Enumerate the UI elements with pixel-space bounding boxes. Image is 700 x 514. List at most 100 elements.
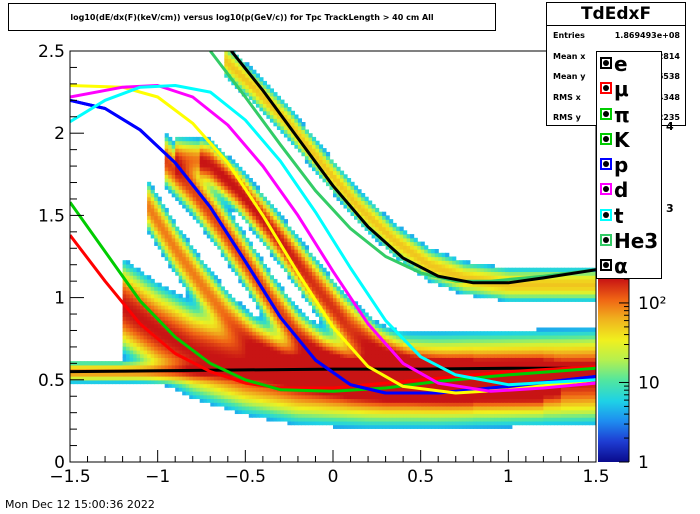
heatmap-cell <box>343 346 348 351</box>
heatmap-cell <box>434 364 439 370</box>
heatmap-cell <box>140 305 145 310</box>
heatmap-cell <box>301 312 306 317</box>
heatmap-cell <box>171 170 176 175</box>
heatmap-cell <box>241 200 246 205</box>
heatmap-cell <box>182 275 187 280</box>
heatmap-cell <box>312 327 317 332</box>
heatmap-cell <box>371 353 376 358</box>
heatmap-cell <box>434 342 439 347</box>
heatmap-cell <box>290 357 296 362</box>
heatmap-cell <box>319 357 324 362</box>
heatmap-cell <box>189 305 194 310</box>
heatmap-cell <box>241 327 246 332</box>
heatmap-cell <box>259 320 264 325</box>
heatmap-cell <box>210 290 215 295</box>
heatmap-cell <box>213 391 218 396</box>
heatmap-cell <box>255 361 261 366</box>
heatmap-cell <box>238 394 243 400</box>
heatmap-cell <box>455 364 460 370</box>
heatmap-cell <box>171 331 176 336</box>
heatmap-cell <box>361 327 366 332</box>
heatmap-cell <box>276 256 282 261</box>
heatmap-cell <box>276 379 282 385</box>
heatmap-cell <box>382 353 387 358</box>
heatmap-cell <box>245 327 250 332</box>
heatmap-cell <box>199 159 204 164</box>
heatmap-cell <box>466 357 471 362</box>
heatmap-cell <box>98 372 103 377</box>
heatmap-cell <box>276 406 282 411</box>
heatmap-cell <box>424 275 429 280</box>
heatmap-cell <box>403 230 408 235</box>
heatmap-cell <box>252 335 257 340</box>
heatmap-cell <box>171 249 176 254</box>
heatmap-cell <box>220 204 225 209</box>
heatmap-cell <box>168 316 173 321</box>
heatmap-cell <box>336 402 341 407</box>
heatmap-cell <box>347 308 352 314</box>
heatmap-cell <box>175 357 180 362</box>
heatmap-cell <box>347 178 352 183</box>
heatmap-cell <box>136 346 141 351</box>
heatmap-cell <box>238 170 243 175</box>
heatmap-cell <box>445 417 450 422</box>
heatmap-cell <box>322 267 327 273</box>
heatmap-cell <box>259 323 264 329</box>
heatmap-cell <box>189 207 194 213</box>
heatmap-cell <box>483 394 488 400</box>
heatmap-cell <box>466 290 471 295</box>
heatmap-cell <box>364 413 369 418</box>
heatmap-cell <box>483 383 488 388</box>
heatmap-cell <box>455 260 460 265</box>
heatmap-cell <box>340 406 345 411</box>
heatmap-cell <box>248 338 253 344</box>
heatmap-cell <box>122 316 127 321</box>
heatmap-cell <box>185 387 190 392</box>
heatmap-cell <box>220 159 225 164</box>
heatmap-cell <box>462 338 467 344</box>
heatmap-cell <box>248 406 253 411</box>
heatmap-cell <box>105 379 110 385</box>
heatmap-cell <box>210 185 215 190</box>
heatmap-cell <box>361 211 366 217</box>
heatmap-cell <box>224 394 229 400</box>
heatmap-cell <box>382 364 387 370</box>
heatmap-cell <box>364 379 369 385</box>
heatmap-cell <box>413 413 418 418</box>
heatmap-cell <box>217 185 222 190</box>
heatmap-cell <box>364 204 369 209</box>
heatmap-cell <box>238 189 243 194</box>
heatmap-cell <box>273 297 278 302</box>
heatmap-cell <box>238 196 243 202</box>
heatmap-cell <box>245 185 250 190</box>
heatmap-cell <box>161 211 166 217</box>
heatmap-cell <box>329 420 334 426</box>
heatmap-cell <box>455 264 460 269</box>
heatmap-cell <box>406 252 411 258</box>
heatmap-cell <box>389 219 394 224</box>
heatmap-cell <box>248 264 253 269</box>
heatmap-cell <box>396 245 401 250</box>
heatmap-cell <box>326 338 331 344</box>
heatmap-cell <box>217 166 222 172</box>
heatmap-cell <box>245 331 250 336</box>
heatmap-cell <box>361 215 366 220</box>
heatmap-cell <box>122 335 127 340</box>
heatmap-cell <box>269 308 275 314</box>
heatmap-cell <box>217 353 222 358</box>
heatmap-cell <box>347 196 352 202</box>
heatmap-cell <box>417 420 422 426</box>
heatmap-cell <box>403 245 408 250</box>
heatmap-cell <box>269 398 275 403</box>
heatmap-cell <box>476 424 481 429</box>
heatmap-cell <box>231 62 236 67</box>
heatmap-cell <box>294 357 299 362</box>
heatmap-cell <box>326 413 331 418</box>
heatmap-cell <box>241 394 246 400</box>
heatmap-cell <box>399 420 404 426</box>
heatmap-cell <box>347 349 352 355</box>
heatmap-cell <box>445 357 450 362</box>
heatmap-cell <box>333 353 338 358</box>
heatmap-cell <box>199 357 204 362</box>
heatmap-cell <box>248 286 253 291</box>
